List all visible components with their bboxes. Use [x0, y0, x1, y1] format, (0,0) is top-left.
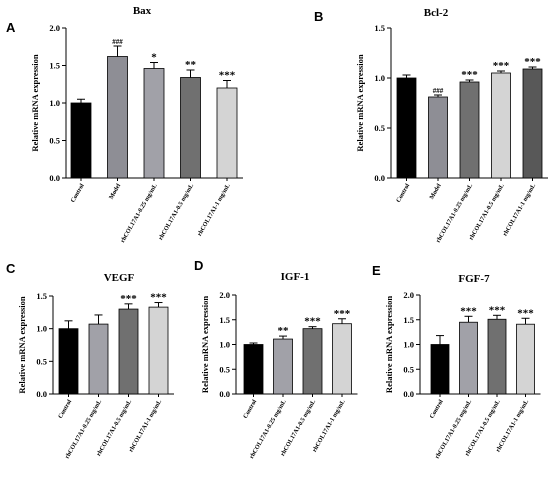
bar — [216, 87, 238, 179]
significance-marker: *** — [461, 69, 478, 81]
significance-marker: *** — [150, 292, 167, 304]
chart-title: Bcl-2 — [424, 7, 449, 19]
bar — [522, 68, 543, 179]
significance-marker: *** — [304, 316, 321, 328]
y-tick-label: 1.5 — [374, 23, 385, 33]
y-tick-label: 1.5 — [219, 315, 230, 325]
bar — [88, 323, 109, 395]
y-tick-label: 1.0 — [49, 98, 60, 108]
y-tick-label: 0.5 — [219, 364, 230, 374]
y-tick-label: 2.0 — [219, 290, 230, 300]
significance-marker: *** — [517, 307, 534, 319]
x-category-label: rhCOL17A1-1 mg/mL — [495, 399, 531, 454]
x-category-label: Model — [108, 182, 123, 200]
bar — [58, 328, 79, 395]
y-tick-label: 0.0 — [403, 389, 414, 399]
chart-title: VEGF — [104, 272, 135, 284]
x-category-label: rhCOL17A1-0.25 mg/mL — [119, 183, 159, 245]
y-axis-label: Relative mRNA expression — [355, 54, 365, 151]
bar — [516, 323, 535, 395]
bar — [302, 328, 323, 395]
bar — [180, 77, 201, 179]
y-tick-label: 1.0 — [36, 324, 47, 334]
y-tick-label: 1.0 — [219, 340, 230, 350]
x-category-label: Control — [395, 182, 411, 204]
significance-marker: *** — [120, 293, 137, 305]
significance-marker: ### — [112, 38, 123, 46]
y-tick-label: 1.0 — [403, 340, 414, 350]
y-tick-label: 0.5 — [374, 123, 385, 133]
bar — [430, 344, 450, 395]
panel-c: C VEGF Relative mRNA expression 0.0 0.5 1.0 1.… — [6, 261, 174, 460]
y-tick-label: 1.5 — [403, 315, 414, 325]
panel-letter: C — [6, 261, 16, 276]
significance-marker: *** — [524, 56, 541, 68]
bar — [459, 81, 480, 179]
panel-letter: E — [372, 263, 381, 278]
y-axis-label: Relative mRNA expression — [200, 296, 210, 393]
y-tick-label: 2.0 — [49, 23, 60, 33]
chart-title: IGF-1 — [281, 271, 310, 283]
bar — [487, 318, 507, 395]
bar — [428, 96, 448, 179]
panel-b: B Bcl-2 Relative mRNA expression 0.0 0.5 1.0 1… — [314, 7, 548, 244]
x-category-label: rhCOL17A1-1 mg/mL — [196, 183, 232, 238]
bar — [143, 68, 165, 179]
y-axis-label: Relative mRNA expression — [30, 54, 40, 151]
significance-marker: *** — [460, 305, 477, 317]
bar — [396, 77, 417, 179]
significance-marker: ** — [278, 325, 290, 337]
panel-e: E FGF-7 Relative mRNA expression 0.0 0.5 1.0 1… — [372, 263, 541, 460]
significance-marker: *** — [493, 60, 510, 72]
bar — [273, 338, 293, 395]
significance-marker: *** — [334, 308, 351, 320]
bar — [107, 56, 128, 179]
y-tick-label: 0.5 — [49, 136, 60, 146]
y-tick-label: 0.0 — [374, 173, 385, 183]
x-category-label: rhCOL17A1-1 mg/mL — [502, 183, 538, 238]
y-axis-label: Relative mRNA expression — [384, 296, 394, 393]
significance-marker: ** — [185, 59, 197, 71]
x-category-label: Control — [57, 398, 73, 420]
y-tick-label: 0.0 — [219, 389, 230, 399]
panel-d: D IGF-1 Relative mRNA expression 0.0 0.5 1.0 1… — [194, 258, 358, 460]
panel-letter: B — [314, 9, 323, 24]
panel-letter: A — [6, 20, 16, 35]
y-tick-label: 0.0 — [49, 173, 60, 183]
x-category-label: Control — [242, 398, 258, 420]
x-category-label: rhCOL17A1-1 mg/mL — [128, 399, 164, 454]
y-tick-label: 1.5 — [36, 291, 47, 301]
y-tick-label: 0.5 — [36, 356, 47, 366]
x-category-label: rhCOL17A1-1 mg/mL — [311, 399, 347, 454]
significance-marker: * — [151, 52, 157, 64]
panel-a: A Bax Relative mRNA expression 0.0 0.5 1.0 1.5… — [6, 5, 243, 244]
x-category-label: Control — [428, 398, 444, 420]
y-tick-label: 2.0 — [403, 290, 414, 300]
bar — [459, 321, 478, 395]
x-category-label: rhCOL17A1-0.25 mg/mL — [435, 183, 475, 245]
y-tick-label: 0.5 — [403, 364, 414, 374]
bar — [491, 72, 511, 179]
bar — [332, 323, 352, 395]
y-axis-label: Relative mRNA expression — [17, 296, 27, 393]
y-tick-label: 0.0 — [36, 389, 47, 399]
y-tick-label: 1.5 — [49, 61, 60, 71]
chart-title: Bax — [133, 5, 152, 17]
significance-marker: ### — [433, 87, 444, 95]
bar — [118, 308, 139, 395]
x-category-label: Control — [69, 182, 85, 204]
y-tick-label: 1.0 — [374, 73, 385, 83]
bar — [70, 102, 92, 179]
chart-title: FGF-7 — [458, 273, 490, 285]
panel-letter: D — [194, 258, 203, 273]
significance-marker: *** — [219, 70, 236, 82]
significance-marker: *** — [489, 304, 506, 316]
bar — [148, 306, 169, 395]
x-category-label: rhCOL17A1-0.5 mg/mL — [157, 183, 195, 242]
x-category-label: rhCOL17A1-0.5 mg/mL — [468, 183, 506, 242]
bar — [243, 344, 264, 395]
x-category-label: Model — [428, 182, 443, 200]
